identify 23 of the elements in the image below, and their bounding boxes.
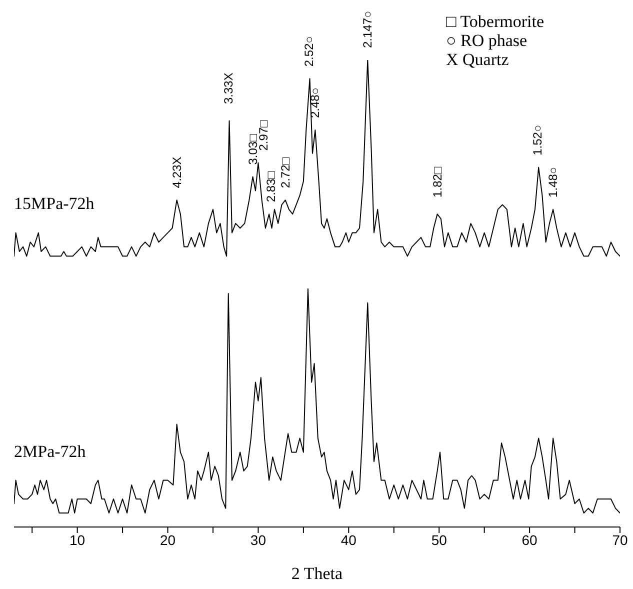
annotation: 4.23X: [170, 156, 184, 188]
annotation: 1.82□: [430, 166, 444, 198]
annotation: 3.33X: [221, 72, 236, 104]
annotation: 2.72□: [278, 156, 292, 188]
annotation: 2.147○: [360, 10, 375, 48]
x-tick-label: 40: [340, 532, 357, 548]
text: ○ RO phase: [446, 31, 528, 50]
series-label: 2MPa-72h: [14, 442, 86, 462]
text: □ Tobermorite: [446, 12, 544, 31]
annotation: 1.52○: [530, 124, 545, 156]
annotation: 1.48○: [546, 166, 560, 198]
annotation: X Quartz: [446, 50, 510, 69]
x-axis-title: 2 Theta: [291, 564, 344, 583]
x-tick-label: 60: [522, 532, 538, 548]
annotation: 2.83□: [264, 170, 278, 202]
series-label: 15MPa-72h: [14, 194, 94, 214]
annotation: 2.52○: [302, 36, 316, 67]
x-tick-label: 20: [160, 532, 176, 548]
x-tick-label: 70: [612, 532, 628, 548]
x-tick-label: 10: [70, 532, 86, 548]
x-tick-label: 50: [431, 532, 448, 548]
annotation: 2.48○: [308, 87, 322, 118]
x-tick-label: 30: [250, 532, 266, 548]
